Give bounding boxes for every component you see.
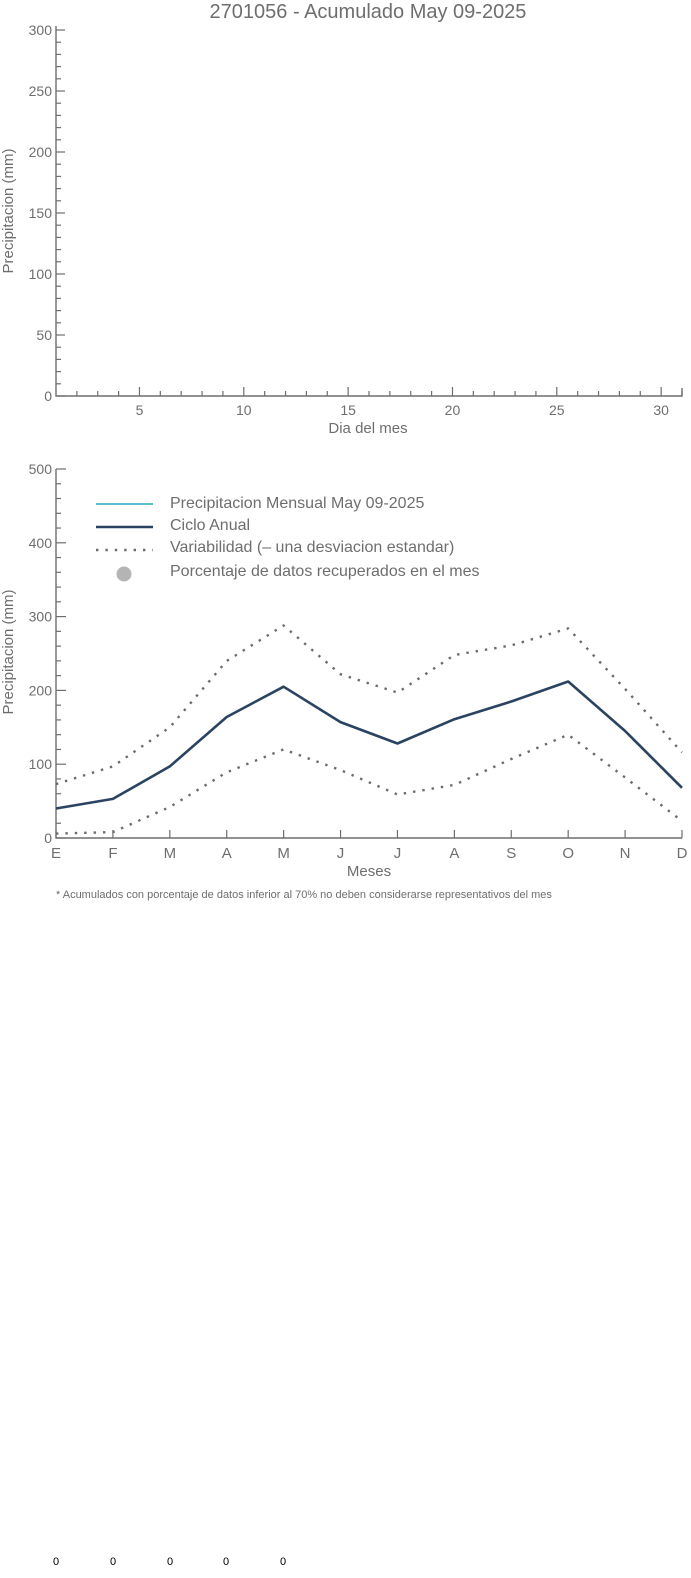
chart2-y-tick-label: 0 — [44, 830, 52, 846]
chart1-x-tick-label: 25 — [549, 402, 565, 418]
chart2-x-tick-label: D — [677, 845, 688, 862]
chart2-x-tick-label: M — [277, 845, 290, 862]
bottom-value: 0 — [53, 1556, 60, 1568]
chart2-xlabel: Meses — [347, 863, 391, 880]
chart2-legend: Precipitacion Mensual May 09-2025 Ciclo … — [96, 495, 480, 582]
chart2-ylabel: Precipitacion (mm) — [0, 589, 17, 714]
chart1-xlabel: Dia del mes — [328, 420, 407, 437]
chart1-x-tick-label: 20 — [445, 402, 461, 418]
chart2-axes — [55, 469, 682, 839]
chart2-x-tick-label: A — [449, 845, 459, 862]
chart2-series — [55, 624, 683, 835]
bottom-value: 0 — [110, 1556, 117, 1568]
chart1-y-tick-label: 50 — [36, 327, 52, 343]
chart2-y-tick-label: 300 — [29, 609, 53, 625]
chart2-x-tick-label: M — [164, 845, 177, 862]
chart2-x-tick-label: J — [337, 845, 345, 862]
series-variability-line — [55, 624, 683, 786]
chart2-footnote: * Acumulados con porcentaje de datos inf… — [56, 889, 552, 901]
chart1-y-tick-label: 0 — [44, 388, 52, 404]
chart2-x-tick-label: J — [394, 845, 402, 862]
bottom-value: 0 — [167, 1556, 174, 1568]
chart2-x-tick-label: O — [562, 845, 574, 862]
chart1-y-tick-label: 300 — [29, 22, 53, 38]
chart1-y-tick-label: 150 — [29, 205, 53, 221]
legend-label-annual: Ciclo Anual — [170, 517, 250, 534]
bottom-values: 0 0 0 0 0 — [0, 1556, 691, 1570]
chart2-x-tick-label: E — [51, 845, 61, 862]
chart2-x-tick-label: F — [108, 845, 117, 862]
chart1-x-tick-label: 10 — [236, 402, 252, 418]
chart2-y-tick-label: 500 — [29, 461, 53, 477]
series-annual-cycle-line — [55, 680, 683, 810]
chart1-ylabel: Precipitacion (mm) — [0, 148, 17, 273]
legend-swatch-pct — [116, 566, 132, 582]
chart2-y-tick-label: 400 — [29, 535, 53, 551]
chart1-title: 2701056 - Acumulado May 09-2025 — [210, 1, 527, 23]
bottom-value: 0 — [223, 1556, 230, 1568]
chart1-x-tick-label: 5 — [136, 402, 144, 418]
chart1-axes — [55, 26, 683, 397]
chart1-y-tick-label: 100 — [29, 266, 53, 282]
series-variability-line — [55, 733, 683, 835]
chart1-x-tick-label: 15 — [340, 402, 356, 418]
chart1-y-tick-label: 250 — [29, 83, 53, 99]
chart2-y-tick-label: 200 — [29, 682, 53, 698]
chart2-x-tick-label: S — [506, 845, 516, 862]
chart2-y-tick-label: 100 — [29, 756, 53, 772]
chart2-x-tick-label: N — [620, 845, 631, 862]
chart1-ticks: 0 50 100 150 200 250 300 5 10 15 20 25 30 — [29, 22, 683, 418]
chart1-x-tick-label: 30 — [653, 402, 669, 418]
legend-label-variability: Variabilidad (– una desviacion estandar) — [170, 539, 454, 556]
chart2-ticks: 0 100 200 300 400 500 E F M A M J J A S O N D — [29, 461, 688, 862]
bottom-value: 0 — [280, 1556, 287, 1568]
chart2-x-tick-label: A — [222, 845, 232, 862]
chart1-y-tick-label: 200 — [29, 144, 53, 160]
legend-label-pct: Porcentaje de datos recuperados en el me… — [170, 563, 480, 580]
legend-label-monthly: Precipitacion Mensual May 09-2025 — [170, 495, 424, 512]
